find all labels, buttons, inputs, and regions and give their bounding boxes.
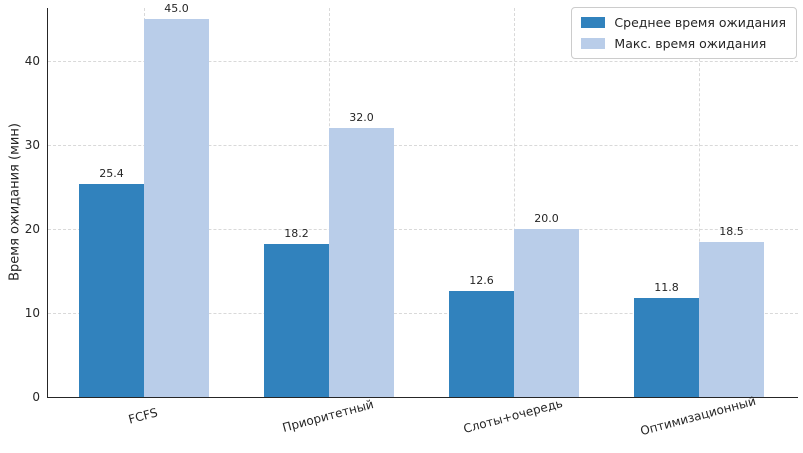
avg-wait-bar	[634, 297, 699, 397]
legend: Среднее время ожидания Макс. время ожида…	[571, 7, 797, 59]
y-tick-label: 30	[24, 137, 40, 152]
avg-wait-bar	[448, 291, 514, 397]
x-tick-label: FCFS	[126, 405, 160, 427]
h-gridline	[48, 228, 798, 230]
bar-value-label: 18.5	[719, 224, 744, 238]
bar-value-label: 18.2	[284, 227, 309, 241]
plot-area: 25.4 45.0 18.2 32.0 12.6 20.0 11.8 18.5	[47, 2, 798, 398]
bar-value-label: 32.0	[349, 111, 374, 125]
bar-value-label: 20.0	[534, 211, 559, 225]
h-gridline	[48, 312, 798, 314]
bar-value-label: 12.6	[469, 274, 494, 288]
v-gridline	[513, 8, 515, 397]
legend-label-avg: Среднее время ожидания	[614, 15, 786, 30]
bar-value-label: 11.8	[654, 280, 679, 294]
bar-value-label: 45.0	[164, 1, 189, 15]
y-tick-label: 10	[24, 305, 40, 320]
y-tick-label: 40	[24, 53, 40, 68]
legend-item-max: Макс. время ожидания	[581, 36, 786, 51]
max-wait-bar	[144, 18, 209, 397]
x-tick-label: Оптимизационный	[638, 393, 758, 439]
y-tick-label: 0	[32, 390, 40, 404]
max-wait-bar	[329, 128, 395, 397]
x-tick-label: Приоритетный	[280, 397, 376, 435]
legend-item-avg: Среднее время ожидания	[581, 15, 786, 30]
max-wait-bar	[699, 241, 764, 397]
avg-wait-bar	[79, 183, 144, 397]
legend-swatch-max-icon	[581, 38, 606, 49]
h-gridline	[48, 60, 798, 62]
bar-value-label: 25.4	[99, 166, 124, 180]
x-tick-label: Слоты+очередь	[461, 396, 565, 436]
v-gridline	[699, 8, 700, 397]
h-gridline	[48, 144, 798, 146]
legend-swatch-avg-icon	[581, 17, 606, 28]
legend-label-max: Макс. время ожидания	[614, 36, 767, 51]
y-tick-label: 20	[24, 221, 40, 236]
max-wait-bar	[513, 228, 579, 397]
avg-wait-bar	[264, 244, 330, 397]
